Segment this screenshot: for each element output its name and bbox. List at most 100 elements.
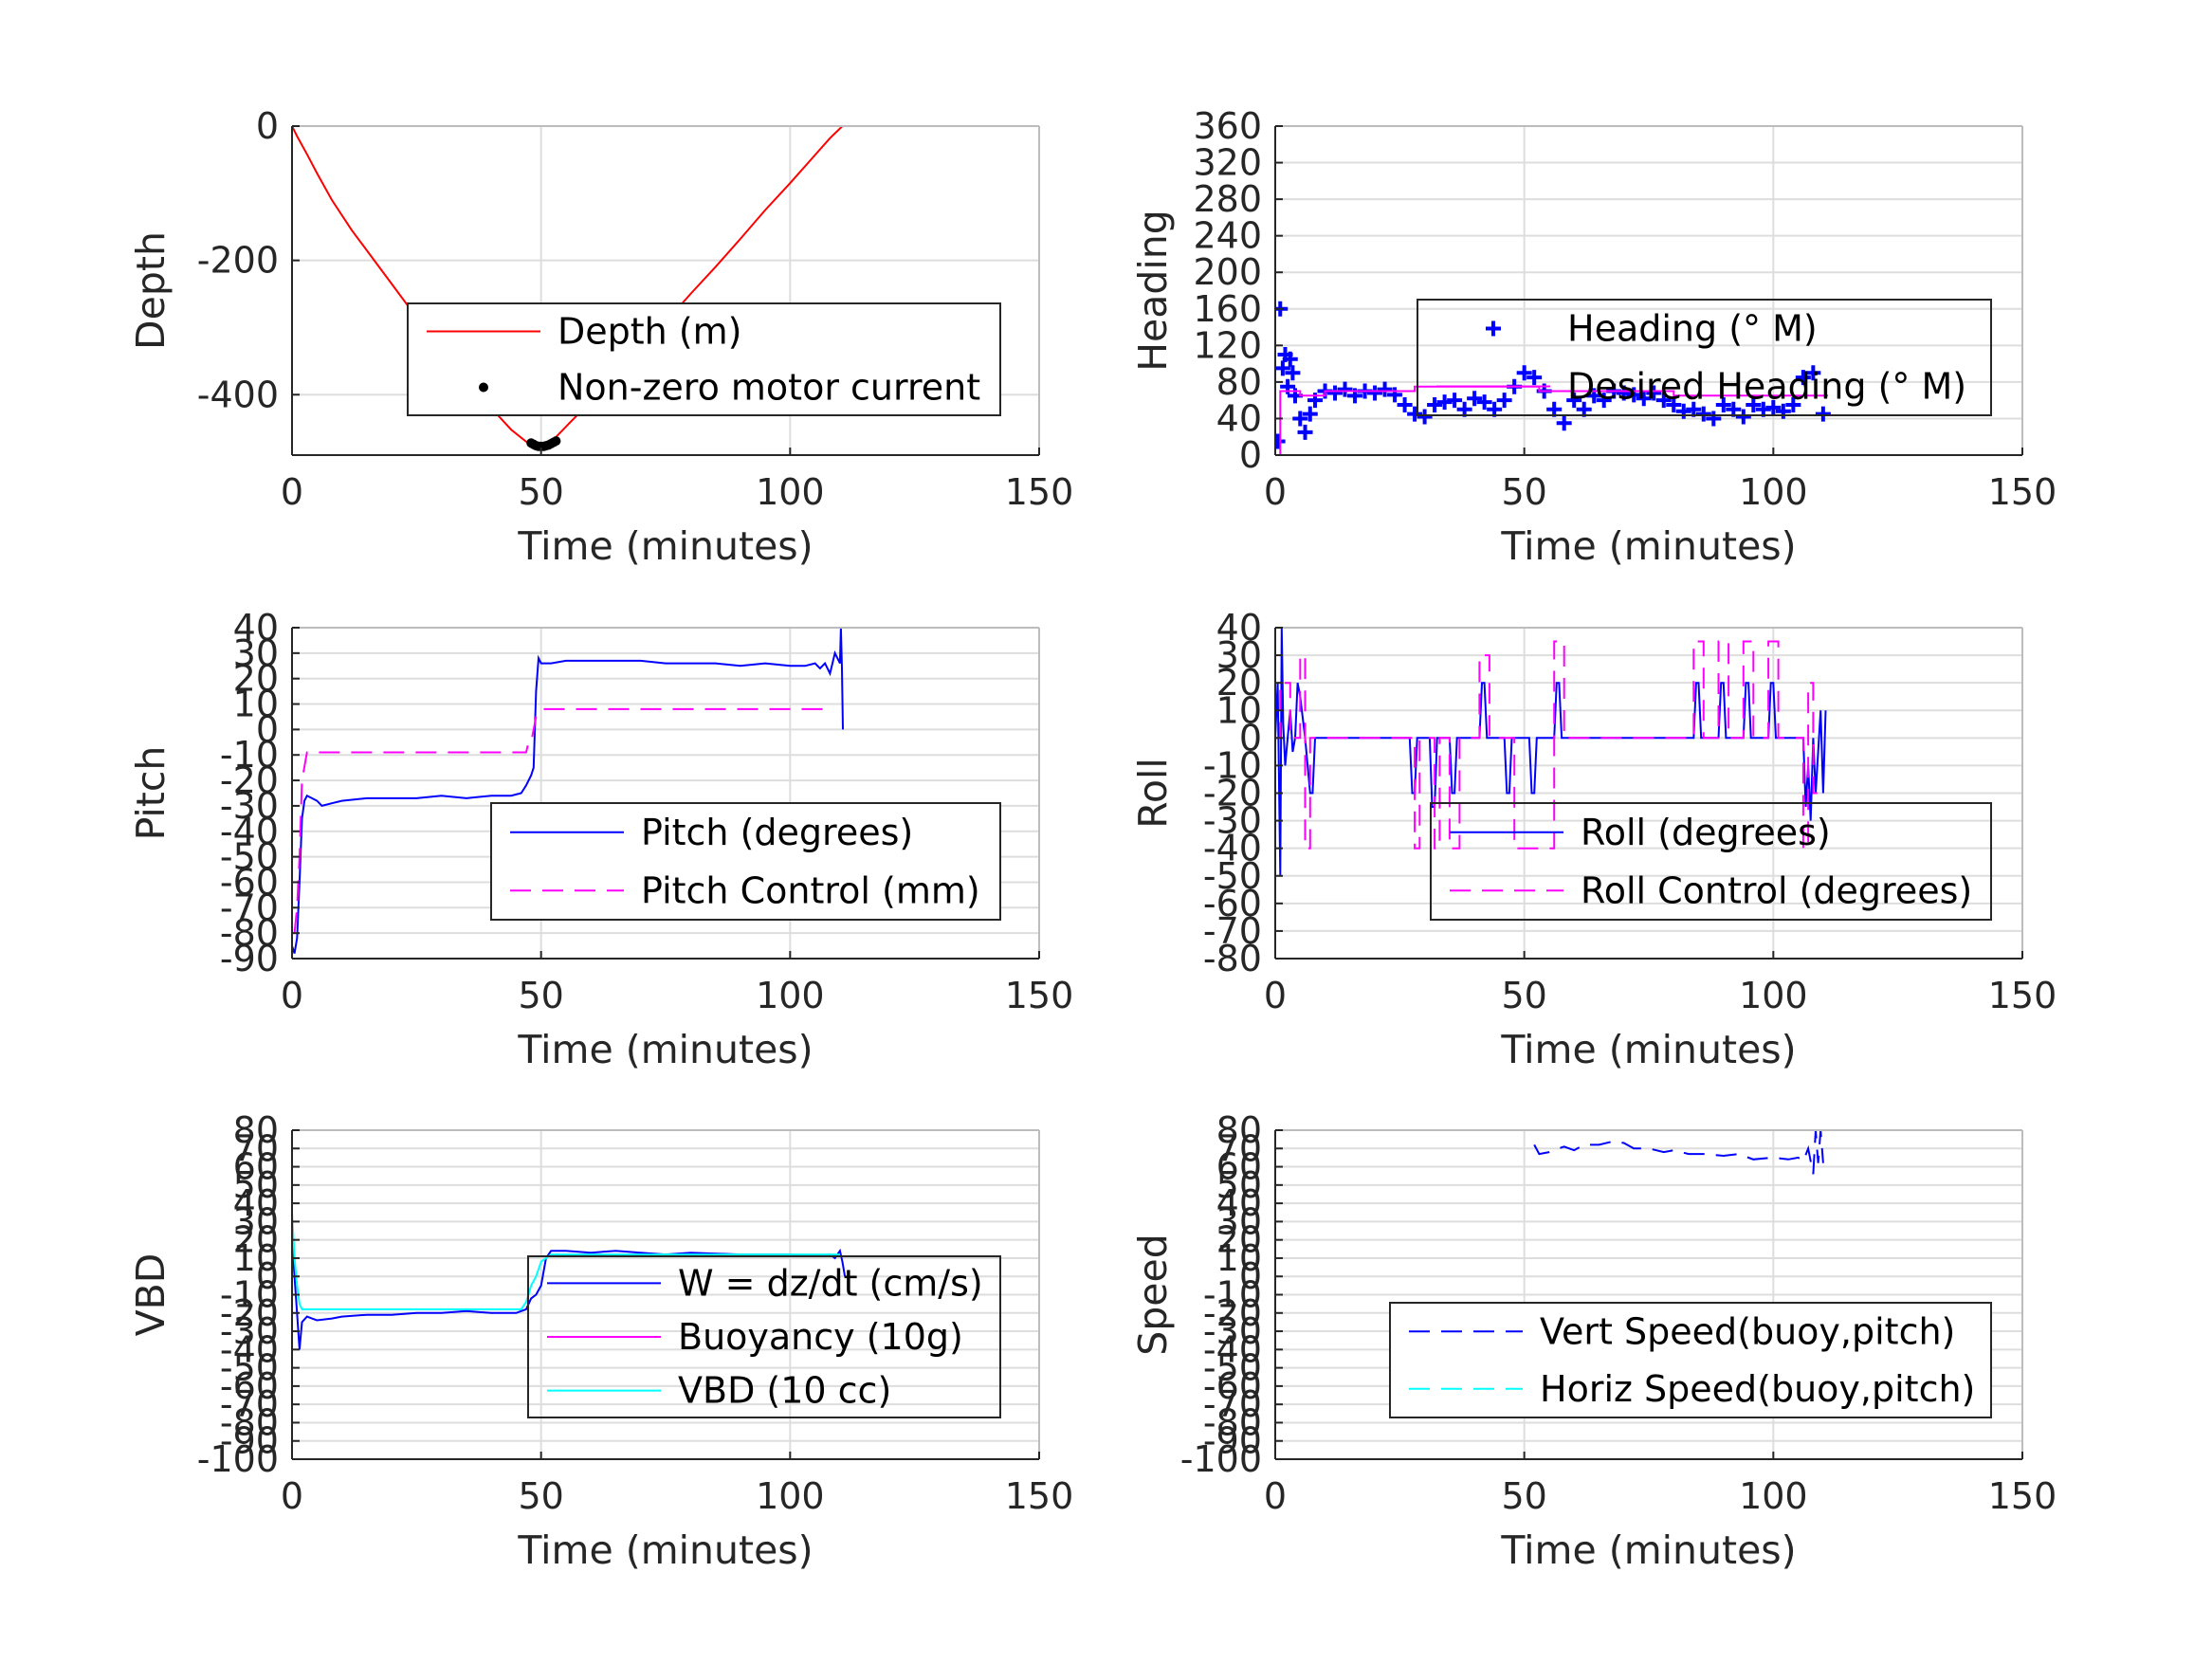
- x-tick-label: 150: [1005, 1475, 1074, 1517]
- y-tick-label: -30: [1203, 1310, 1262, 1352]
- data-point: [1427, 396, 1443, 412]
- y-tick-label: 20: [233, 658, 279, 700]
- data-point: [1397, 396, 1413, 412]
- y-tick-label: -40: [1203, 1328, 1262, 1370]
- y-tick-label: 30: [1216, 634, 1262, 676]
- data-point: [1636, 391, 1652, 407]
- legend-box: [490, 802, 1001, 921]
- x-axis-label: Time (minutes): [517, 1527, 813, 1573]
- data-point: [1496, 393, 1512, 409]
- x-tick-label: 0: [281, 1475, 303, 1517]
- data-point: [1596, 393, 1612, 409]
- y-tick-label: -20: [220, 1292, 279, 1334]
- series-1: [1533, 1130, 1824, 1175]
- x-axis-label: Time (minutes): [1500, 523, 1796, 569]
- y-tick-label: 20: [1216, 1219, 1262, 1261]
- y-tick-label: -50: [1203, 855, 1262, 897]
- legend-label: Buoyancy (10g): [678, 1316, 963, 1358]
- y-tick-label: -60: [220, 861, 279, 903]
- y-tick-label: -50: [220, 836, 279, 878]
- x-tick-label: 0: [1264, 975, 1287, 1016]
- series-1: [292, 628, 844, 954]
- data-point: [1292, 411, 1308, 427]
- y-tick-label: 40: [1216, 1182, 1262, 1224]
- data-point: [1467, 391, 1483, 407]
- legend-label: Heading (° M): [1567, 308, 1818, 350]
- x-tick-label: 100: [1739, 975, 1808, 1016]
- y-tick-label: -100: [197, 1438, 279, 1480]
- y-tick-label: 0: [256, 1255, 279, 1297]
- y-tick-label: -70: [220, 1383, 279, 1425]
- x-axis-label: Time (minutes): [517, 523, 813, 569]
- x-tick-label: 50: [1501, 1475, 1546, 1517]
- x-tick-label: 100: [756, 975, 825, 1016]
- x-tick-label: 100: [1739, 1475, 1808, 1517]
- legend-label: W = dz/dt (cm/s): [678, 1262, 983, 1304]
- y-tick-label: 60: [233, 1146, 279, 1188]
- y-tick-label: -30: [220, 785, 279, 827]
- y-tick-label: -10: [1203, 1274, 1262, 1316]
- subplot-1: 0 50 100 150 -400 -200 0 Time (minutes) Depth Dep…: [128, 105, 1073, 569]
- y-axis-label: Heading: [1130, 210, 1176, 372]
- y-tick-label: -90: [220, 1420, 279, 1462]
- subplot-5: 0 50 100 150-100-90-80-70-60-50-40-30-20-10…: [128, 1109, 1073, 1573]
- y-tick-label: 0: [256, 105, 279, 147]
- x-tick-label: 100: [756, 471, 825, 513]
- legend-box: [1417, 299, 1992, 416]
- legend-label: Vert Speed(buoy,pitch): [1540, 1310, 1955, 1352]
- y-tick-label: 320: [1193, 142, 1262, 184]
- y-tick-label: -100: [1180, 1438, 1262, 1480]
- data-point: [1795, 370, 1811, 386]
- y-tick-label: -40: [1203, 828, 1262, 869]
- series-line: [1533, 1130, 1824, 1175]
- y-tick-label: 70: [233, 1127, 279, 1169]
- data-point: [551, 436, 561, 447]
- y-tick-label: -40: [220, 811, 279, 852]
- x-tick-label: 150: [1988, 1475, 2057, 1517]
- data-point: [1387, 387, 1403, 403]
- y-tick-label: -60: [1203, 1365, 1262, 1407]
- y-tick-label: -200: [197, 240, 279, 282]
- data-point: [1715, 396, 1731, 412]
- series-3: [292, 1212, 840, 1310]
- y-tick-label: -20: [1203, 1292, 1262, 1334]
- subplot-6: 0 50 100 150-100-90-80-70-60-50-40-30-20-10…: [1130, 1109, 2057, 1573]
- series-line: [293, 707, 831, 934]
- data-point: [1566, 393, 1582, 409]
- y-tick-label: 0: [256, 708, 279, 750]
- data-point: [1655, 393, 1672, 409]
- series-line: [1275, 628, 1827, 876]
- y-tick-label: 0: [1239, 434, 1262, 476]
- y-tick-label: -30: [220, 1310, 279, 1352]
- series-2: [293, 707, 831, 934]
- y-tick-label: -30: [1203, 800, 1262, 842]
- y-tick-label: 70: [1216, 1127, 1262, 1169]
- series-line: [292, 1212, 840, 1310]
- y-tick-label: 20: [233, 1219, 279, 1261]
- x-tick-label: 50: [1501, 975, 1546, 1016]
- legend-box: [1430, 802, 1992, 921]
- x-tick-label: 0: [281, 471, 303, 513]
- data-point: [1275, 433, 1286, 449]
- y-tick-label: 60: [1216, 1146, 1262, 1188]
- legend: Pitch (degrees) Pitch Control (mm): [490, 802, 1001, 921]
- y-tick-label: 80: [1216, 1109, 1262, 1151]
- data-point: [1646, 385, 1662, 401]
- data-point: [1297, 424, 1313, 440]
- x-tick-label: 50: [1501, 471, 1546, 513]
- y-tick-label: -20: [1203, 773, 1262, 814]
- y-tick-label: 30: [233, 632, 279, 674]
- y-tick-label: -90: [220, 938, 279, 979]
- x-tick-label: 50: [518, 975, 563, 1016]
- data-point: [1516, 365, 1532, 381]
- y-tick-label: 240: [1193, 215, 1262, 257]
- y-tick-label: 200: [1193, 251, 1262, 293]
- legend-label: Roll (degrees): [1581, 812, 1831, 853]
- y-tick-label: -80: [220, 1401, 279, 1443]
- legend-label: Roll Control (degrees): [1581, 869, 1972, 911]
- data-point: [1695, 406, 1711, 422]
- legend: Depth (m) Non-zero motor current: [407, 302, 1001, 416]
- legend-label: Horiz Speed(buoy,pitch): [1540, 1368, 1975, 1410]
- x-tick-label: 150: [1988, 975, 2057, 1016]
